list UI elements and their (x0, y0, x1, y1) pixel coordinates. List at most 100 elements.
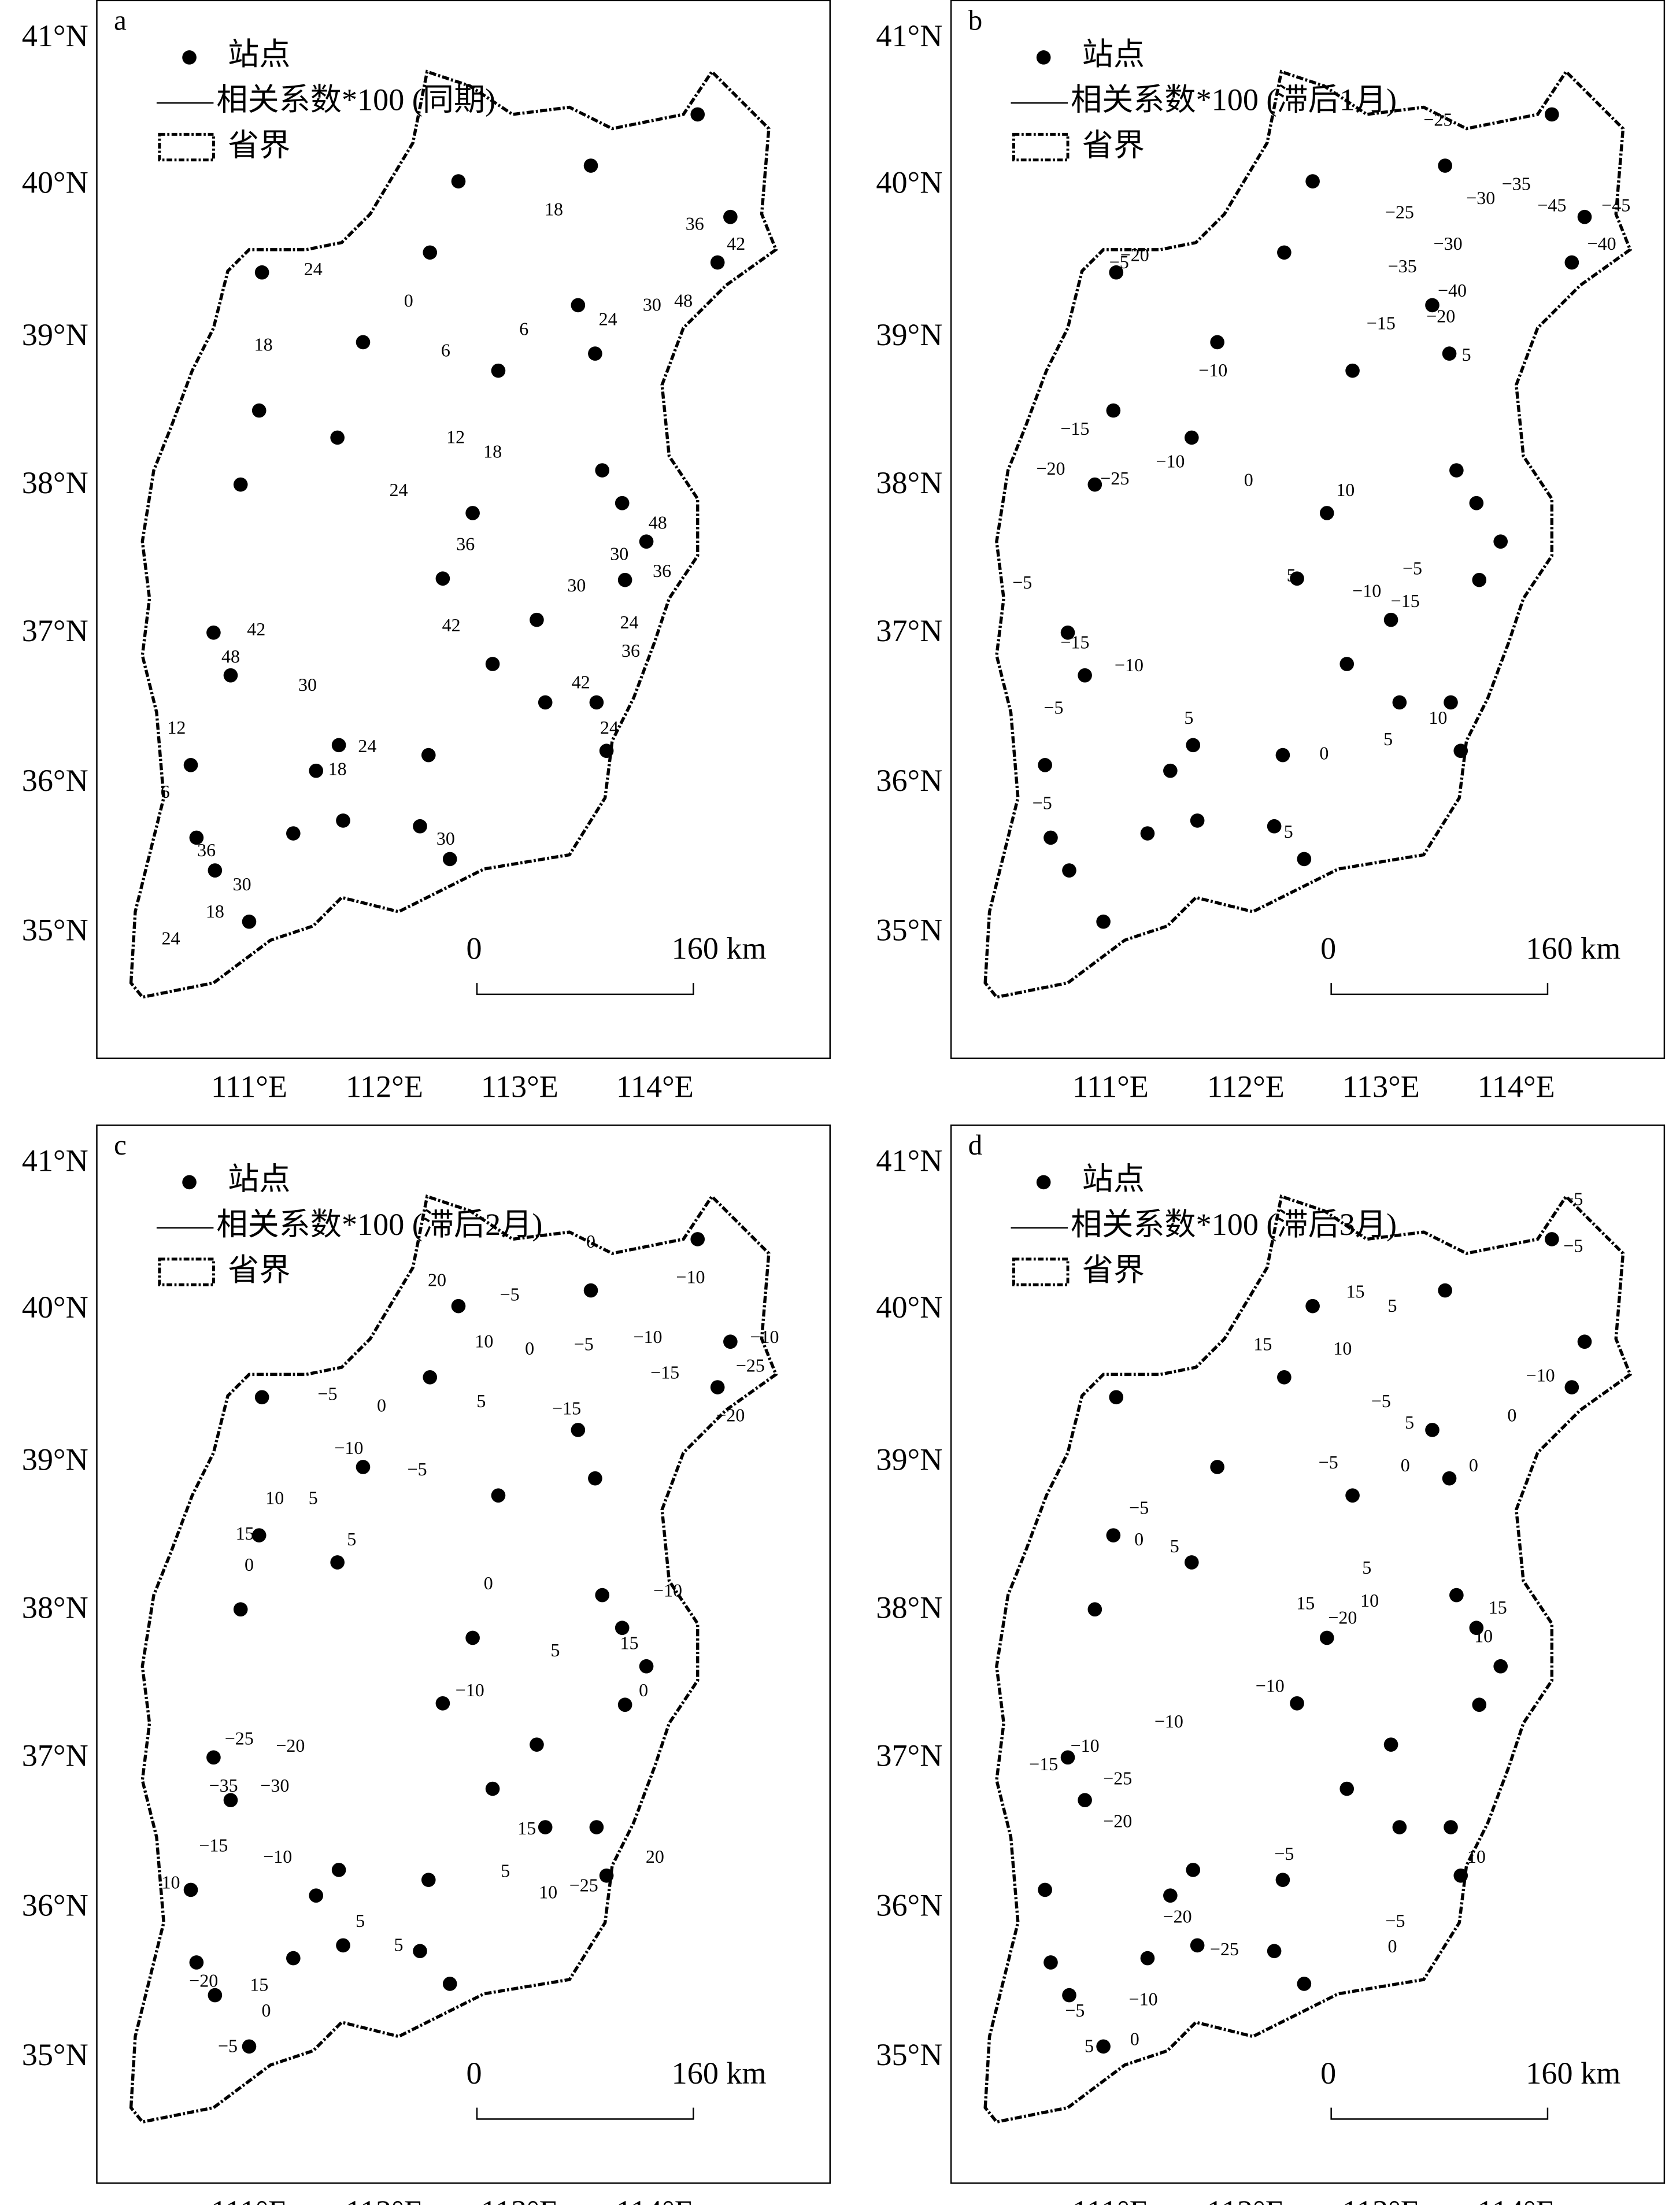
station (615, 1621, 630, 1636)
station (356, 335, 371, 350)
lat-tick-label: 35°N (876, 912, 942, 947)
legend-station-symbol (1036, 1175, 1051, 1190)
station (1163, 1888, 1178, 1903)
station (1319, 1630, 1334, 1645)
contour-label: 24 (358, 735, 376, 756)
station (330, 430, 345, 445)
contour-label: −5 (1563, 1188, 1583, 1209)
contour-label: 24 (620, 612, 639, 632)
station (451, 174, 466, 188)
contour-label: −10 (750, 1326, 779, 1347)
station (588, 1471, 602, 1486)
station (1109, 265, 1124, 280)
contour-label: −25 (1385, 202, 1414, 223)
station (583, 158, 598, 173)
contour-label: −15 (199, 1834, 228, 1855)
lon-tick-label: 113°E (1342, 2194, 1420, 2205)
station (1449, 1588, 1464, 1603)
station (1043, 1955, 1058, 1970)
scale-bar (476, 983, 694, 996)
panel-label: b (968, 5, 983, 36)
contour-label: 5 (1462, 344, 1471, 365)
station (1062, 1988, 1076, 2003)
station (286, 1951, 301, 1966)
station (589, 1820, 604, 1834)
station (1210, 335, 1224, 350)
lat-tick-label: 35°N (22, 912, 88, 947)
station (1297, 1977, 1312, 1991)
contour-label: 30 (610, 543, 628, 564)
panel-frame (96, 1124, 831, 2184)
lat-tick-label: 35°N (876, 2037, 942, 2072)
province-boundary (129, 69, 778, 999)
contour-label: −25 (736, 1355, 765, 1375)
station (251, 1528, 267, 1542)
station (208, 863, 223, 878)
legend-station-symbol (182, 50, 197, 65)
legend-station: 站点 (1082, 37, 1145, 72)
station (1339, 1781, 1355, 1796)
contour-label: 12 (446, 427, 465, 447)
legend-boundary: 省界 (228, 1253, 290, 1288)
lon-tick-label: 112°E (1207, 1069, 1285, 1104)
contour-label: 18 (545, 199, 563, 220)
station (1545, 1232, 1559, 1246)
lat-tick-label: 39°N (22, 1442, 88, 1477)
contour-label: −5 (1065, 2000, 1085, 2021)
contour-label: 24 (600, 717, 619, 738)
contour-label: −15 (1060, 631, 1089, 652)
station (1392, 1820, 1407, 1834)
contour-label: −5 (1385, 1910, 1405, 1931)
contour-label: −45 (1601, 194, 1630, 215)
lon-tick-label: 114°E (616, 1069, 694, 1104)
scale-bar (476, 2107, 694, 2120)
lat-tick-label: 37°N (876, 613, 942, 648)
contour-label: 18 (483, 441, 502, 461)
station (1469, 495, 1484, 510)
contour-label: −15 (1367, 313, 1396, 334)
station (599, 1868, 614, 1883)
station (1267, 819, 1282, 834)
station (1472, 572, 1487, 587)
station (254, 265, 269, 280)
lon-tick-label: 114°E (616, 2194, 694, 2205)
contour-label: 0 (1388, 1936, 1397, 1956)
contour-label: −20 (1328, 1607, 1357, 1627)
lon-tick-label: 112°E (1207, 2194, 1285, 2205)
contour-label: 5 (1287, 565, 1296, 586)
contour-label: 30 (233, 874, 251, 894)
legend-contour: 相关系数*100 (滞后3月) (1071, 1207, 1397, 1242)
station (331, 738, 346, 753)
station (1106, 1528, 1121, 1542)
contour-label: 6 (441, 339, 450, 360)
station (1564, 255, 1579, 270)
contour-label: 0 (1469, 1455, 1478, 1475)
contour-label: 15 (250, 1974, 268, 1995)
contour-label: −10 (676, 1267, 705, 1288)
scale-start: 0 (1320, 2056, 1336, 2091)
station (423, 245, 438, 260)
station (639, 1659, 654, 1674)
contour-label: −15 (650, 1362, 679, 1383)
contour-label: −20 (276, 1735, 305, 1756)
station (1087, 477, 1102, 492)
contour-label: −15 (552, 1397, 581, 1418)
contour-label: 5 (1388, 1295, 1397, 1316)
station (617, 1697, 632, 1712)
contour-label: 30 (567, 575, 586, 595)
contour-label: 5 (1170, 1536, 1179, 1556)
station (589, 695, 604, 710)
contour-label: 10 (1429, 707, 1447, 728)
station (206, 625, 221, 640)
contour-label: 5 (501, 1860, 510, 1881)
station (491, 1488, 506, 1503)
lat-tick-label: 41°N (22, 1143, 88, 1178)
contour-label: 15 (1253, 1333, 1272, 1354)
station (615, 495, 630, 510)
station (1493, 1659, 1508, 1674)
lat-tick-label: 39°N (22, 317, 88, 352)
contour-label: −25 (1423, 109, 1452, 130)
contour-label: 5 (1383, 728, 1393, 749)
station (1339, 657, 1355, 671)
station (690, 107, 705, 122)
